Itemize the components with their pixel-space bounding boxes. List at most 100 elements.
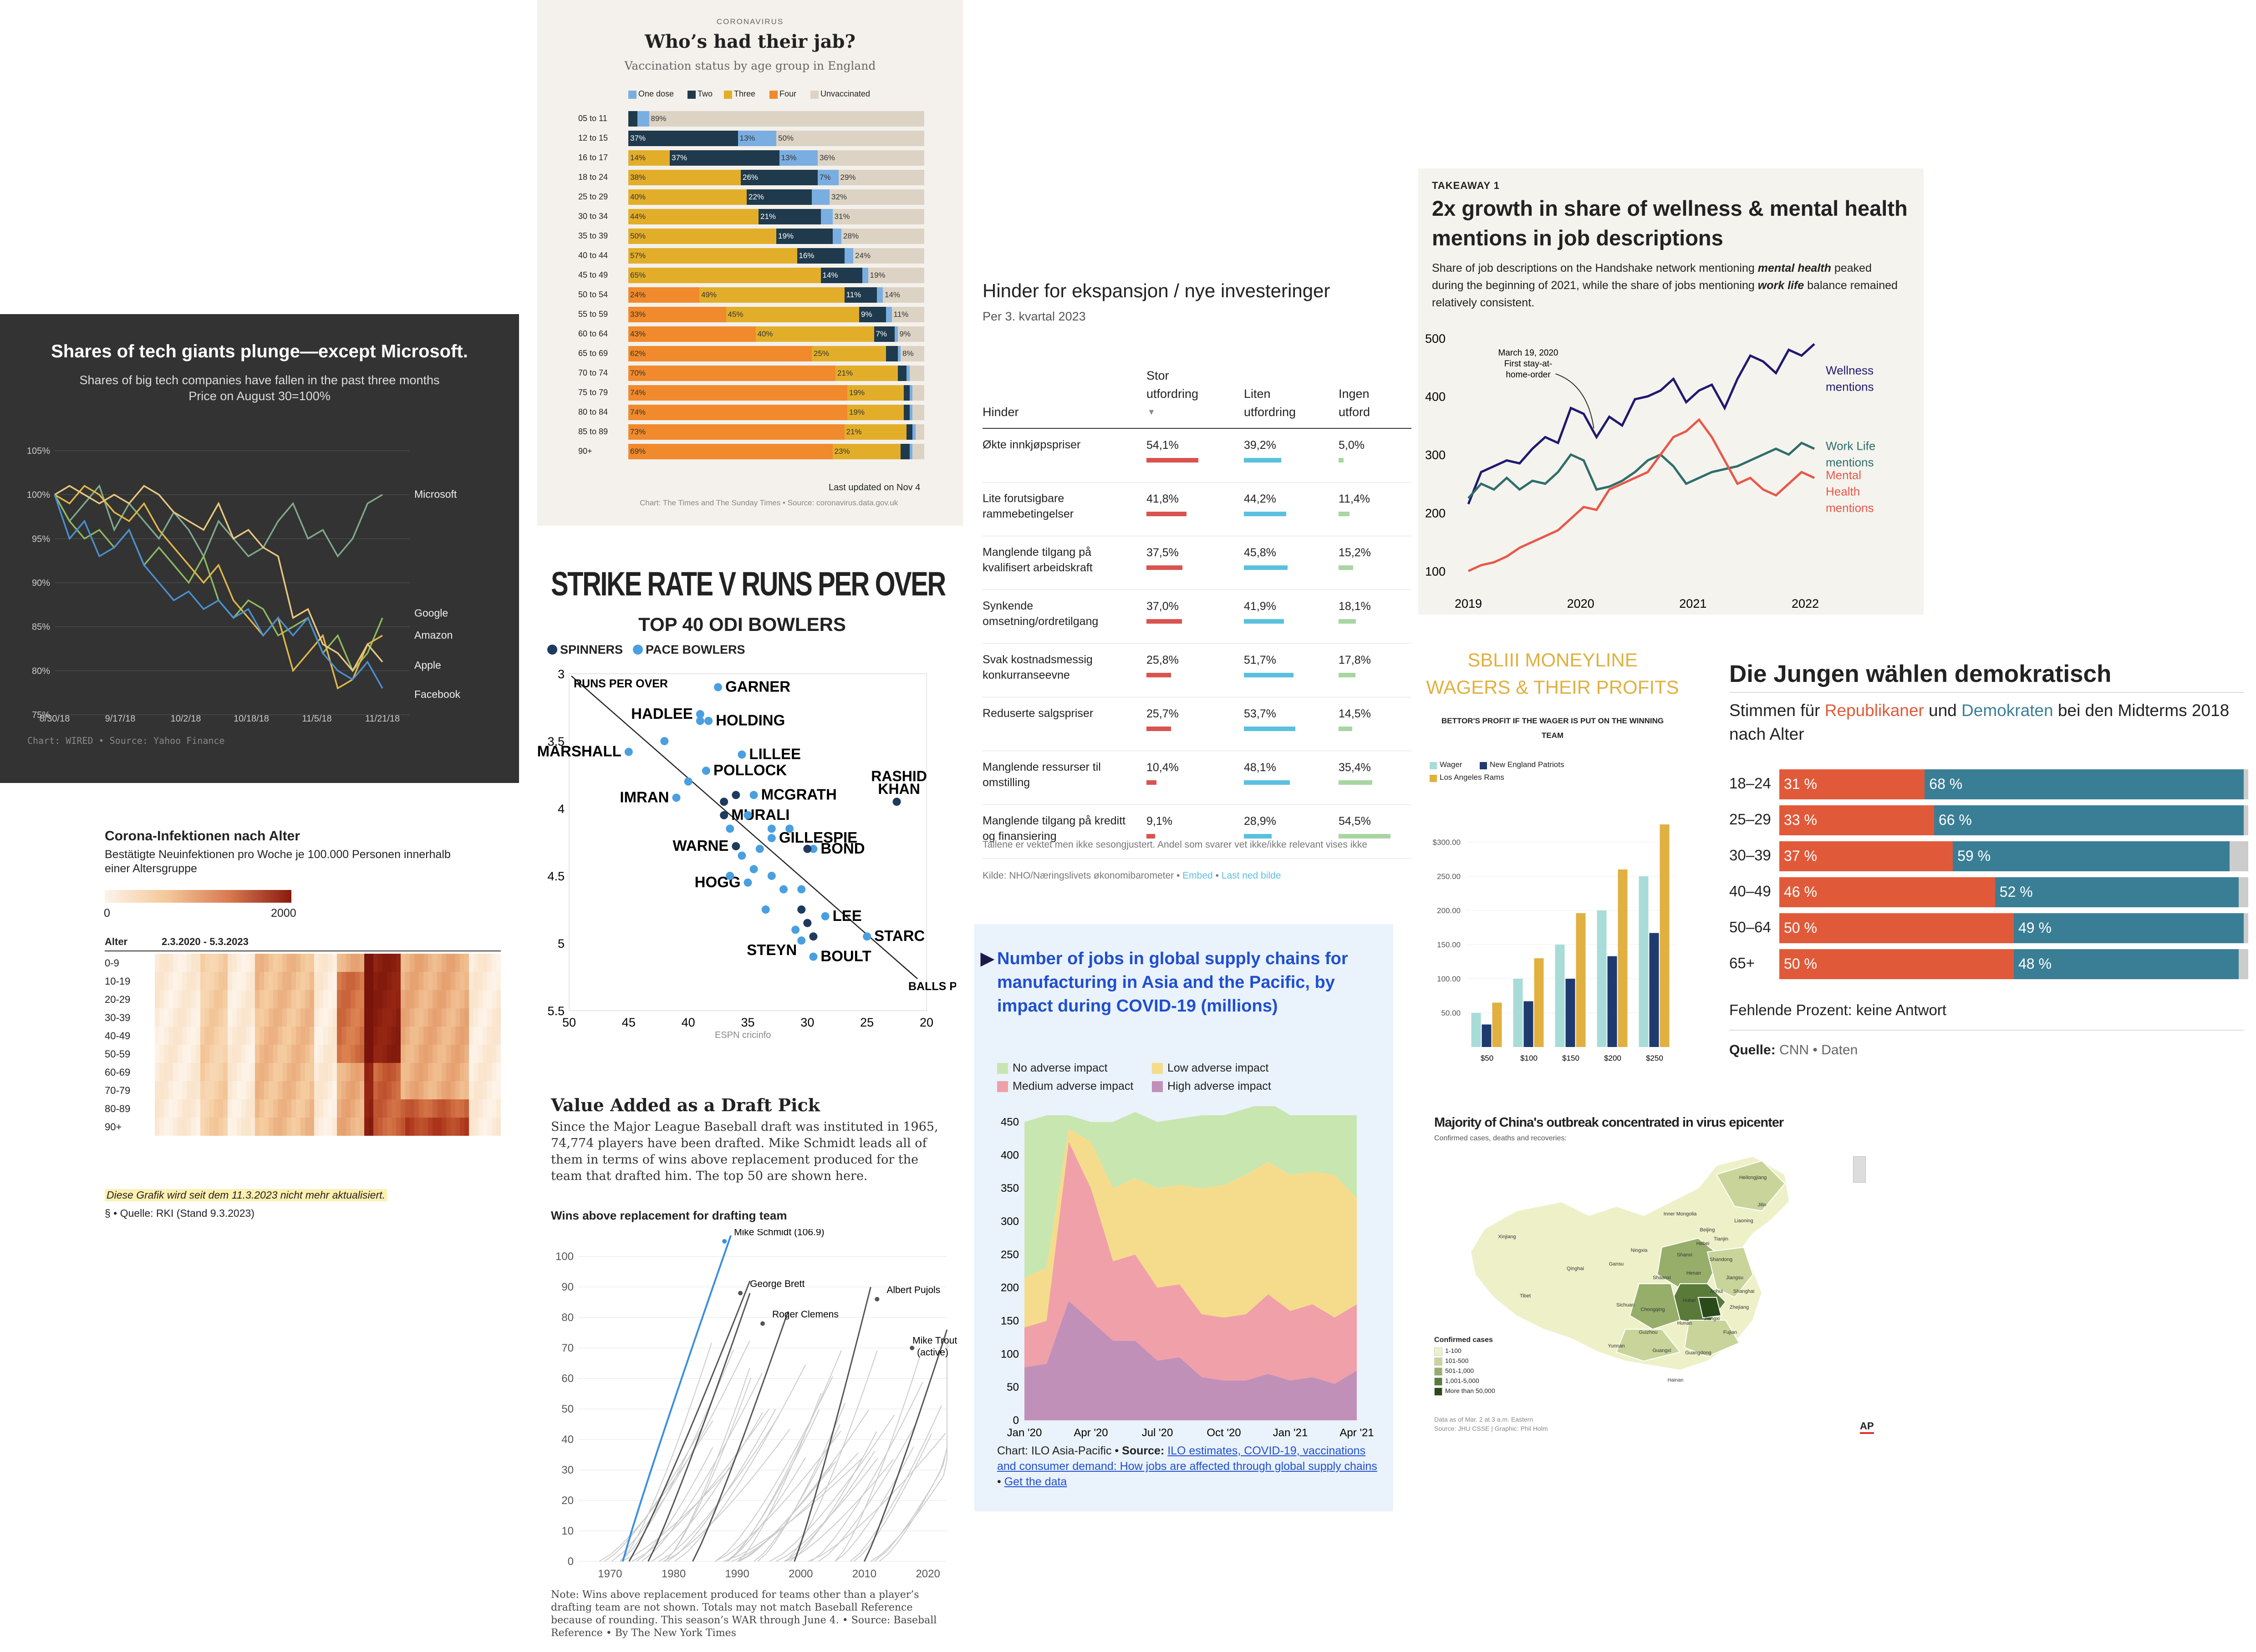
rki-cell xyxy=(351,1118,356,1136)
hs-series-label: Mental xyxy=(1826,468,1861,482)
rki-cell xyxy=(214,1063,219,1081)
rki-cell xyxy=(250,1008,255,1027)
rki-cell xyxy=(314,1045,319,1063)
rki-cell xyxy=(323,954,328,972)
times-bar-label: 21% xyxy=(760,212,776,221)
espn-point xyxy=(767,872,776,880)
rki-cell xyxy=(442,1027,447,1045)
nyt-player-line xyxy=(775,1458,878,1562)
espn-point xyxy=(779,885,788,894)
rki-cell xyxy=(483,1045,488,1063)
rki-cell xyxy=(214,1027,219,1045)
rki-cell xyxy=(405,1081,410,1099)
rki-cell xyxy=(428,1008,433,1027)
times-bar-segment-two xyxy=(903,405,910,420)
rki-cell xyxy=(173,972,178,990)
ilo-source-link[interactable]: ILO estimates, COVID-19, vaccinations an… xyxy=(997,1444,1377,1473)
times-bar-label: 21% xyxy=(846,427,862,436)
rki-cell xyxy=(369,1063,374,1081)
wired-title: Shares of tech giants plunge—except Micr… xyxy=(51,341,468,361)
china-province-label: Hunan xyxy=(1677,1321,1692,1326)
nho-bar-stor xyxy=(1146,619,1182,624)
rki-cell xyxy=(414,1081,419,1099)
rki-cell xyxy=(246,990,251,1008)
ilo-area-panel: ▶ Number of jobs in global supply chains… xyxy=(974,924,1393,1511)
rki-cell xyxy=(296,990,301,1008)
rki-cell xyxy=(373,972,378,990)
times-vaccination-panel: CORONAVIRUS Who’s had their jab? Vaccina… xyxy=(537,0,963,526)
rki-cell xyxy=(205,990,210,1008)
china-legend-label: More than 50,000 xyxy=(1445,1387,1495,1394)
rki-cell xyxy=(360,1081,365,1099)
times-bar-label: 89% xyxy=(651,114,667,123)
rki-cell xyxy=(187,1008,192,1027)
ilo-data-link[interactable]: Get the data xyxy=(1004,1475,1067,1488)
nyt-title: Value Added as a Draft Pick xyxy=(551,1095,820,1115)
rki-cell xyxy=(451,990,456,1008)
rki-cell xyxy=(214,1081,219,1099)
rki-cell xyxy=(273,972,278,990)
rki-heatmap xyxy=(155,954,501,1136)
rki-cell xyxy=(483,1027,488,1045)
rki-cell xyxy=(364,1027,369,1045)
rki-cell xyxy=(291,1099,296,1118)
ilo-y-tick: 200 xyxy=(1001,1282,1019,1294)
nyt-player-line xyxy=(636,1447,713,1562)
times-bar-segment-two xyxy=(628,111,637,127)
ilo-x-tick: Jul '20 xyxy=(1142,1427,1173,1439)
rki-cell xyxy=(260,1081,265,1099)
rki-cell xyxy=(205,1081,210,1099)
ilo-y-tick: 0 xyxy=(1013,1414,1019,1427)
ilo-area-no-adverse-impact xyxy=(1024,1106,1357,1278)
nho-row-label: Svak kostnadsmessig konkurranseevne xyxy=(983,653,1093,681)
rki-cell xyxy=(428,1099,433,1118)
rki-cell xyxy=(310,972,315,990)
rki-cell xyxy=(305,990,310,1008)
china-province-label: Zhejiang xyxy=(1730,1305,1749,1310)
espn-y-tick: 5.5 xyxy=(547,1004,565,1018)
rki-cell xyxy=(332,1027,337,1045)
rki-cell xyxy=(246,1008,251,1027)
rki-cell xyxy=(269,1008,274,1027)
espn-point xyxy=(702,767,710,775)
rki-cell xyxy=(382,954,387,972)
nho-embed-link[interactable]: Embed xyxy=(1182,870,1213,881)
rki-cell xyxy=(478,1045,483,1063)
rki-cell xyxy=(401,1118,406,1136)
rki-cell xyxy=(492,1081,497,1099)
rki-cell xyxy=(492,954,497,972)
times-bar-segment-un xyxy=(838,170,924,185)
hs-y-tick: 500 xyxy=(1425,332,1446,346)
rki-cell xyxy=(273,1063,278,1081)
nho-bar-stor xyxy=(1146,673,1171,677)
cnn-bar-dem-label: 49 % xyxy=(2018,920,2052,936)
times-category-label: 12 to 15 xyxy=(578,133,608,142)
espn-point xyxy=(892,798,901,806)
espn-point-label: WARNE xyxy=(672,837,728,854)
times-legend-label: One dose xyxy=(638,89,674,98)
rki-cell xyxy=(168,954,173,972)
zoom-control[interactable] xyxy=(1853,1156,1866,1183)
times-bar-segment-two xyxy=(901,444,910,459)
nyt-line-chart: 0 10 20 30 40 50 60 70 80 90 100 1970 1980 1990 2000 20… xyxy=(555,1229,957,1580)
rki-cell xyxy=(305,1008,310,1027)
sb-bar-chart: $300.00 250.00 200.00 150.00 100.00 50.00 $50 $… xyxy=(1433,824,1675,1062)
rki-cell xyxy=(260,1063,265,1081)
nho-download-link[interactable]: Last ned bilde xyxy=(1221,870,1281,881)
nyt-player-line xyxy=(853,1433,932,1562)
rki-cell xyxy=(214,1045,219,1063)
rki-cell xyxy=(355,1081,360,1099)
rki-cell xyxy=(360,972,365,990)
espn-point xyxy=(797,905,806,914)
times-legend-label: Two xyxy=(698,89,713,98)
rki-cell xyxy=(433,990,438,1008)
rki-cell xyxy=(341,1063,346,1081)
rki-cell xyxy=(469,990,474,1008)
rki-cell xyxy=(191,1027,196,1045)
rki-cell xyxy=(469,1081,474,1099)
times-legend-label: Unvaccinated xyxy=(820,89,871,98)
espn-title: STRIKE RATE V RUNS PER OVER xyxy=(551,565,946,603)
rki-cell xyxy=(246,954,251,972)
china-legend-swatch xyxy=(1434,1388,1442,1396)
china-choropleth-map: Heilongjiang Jilin Inner Mongolia Liaoning B… xyxy=(1470,1155,1790,1383)
